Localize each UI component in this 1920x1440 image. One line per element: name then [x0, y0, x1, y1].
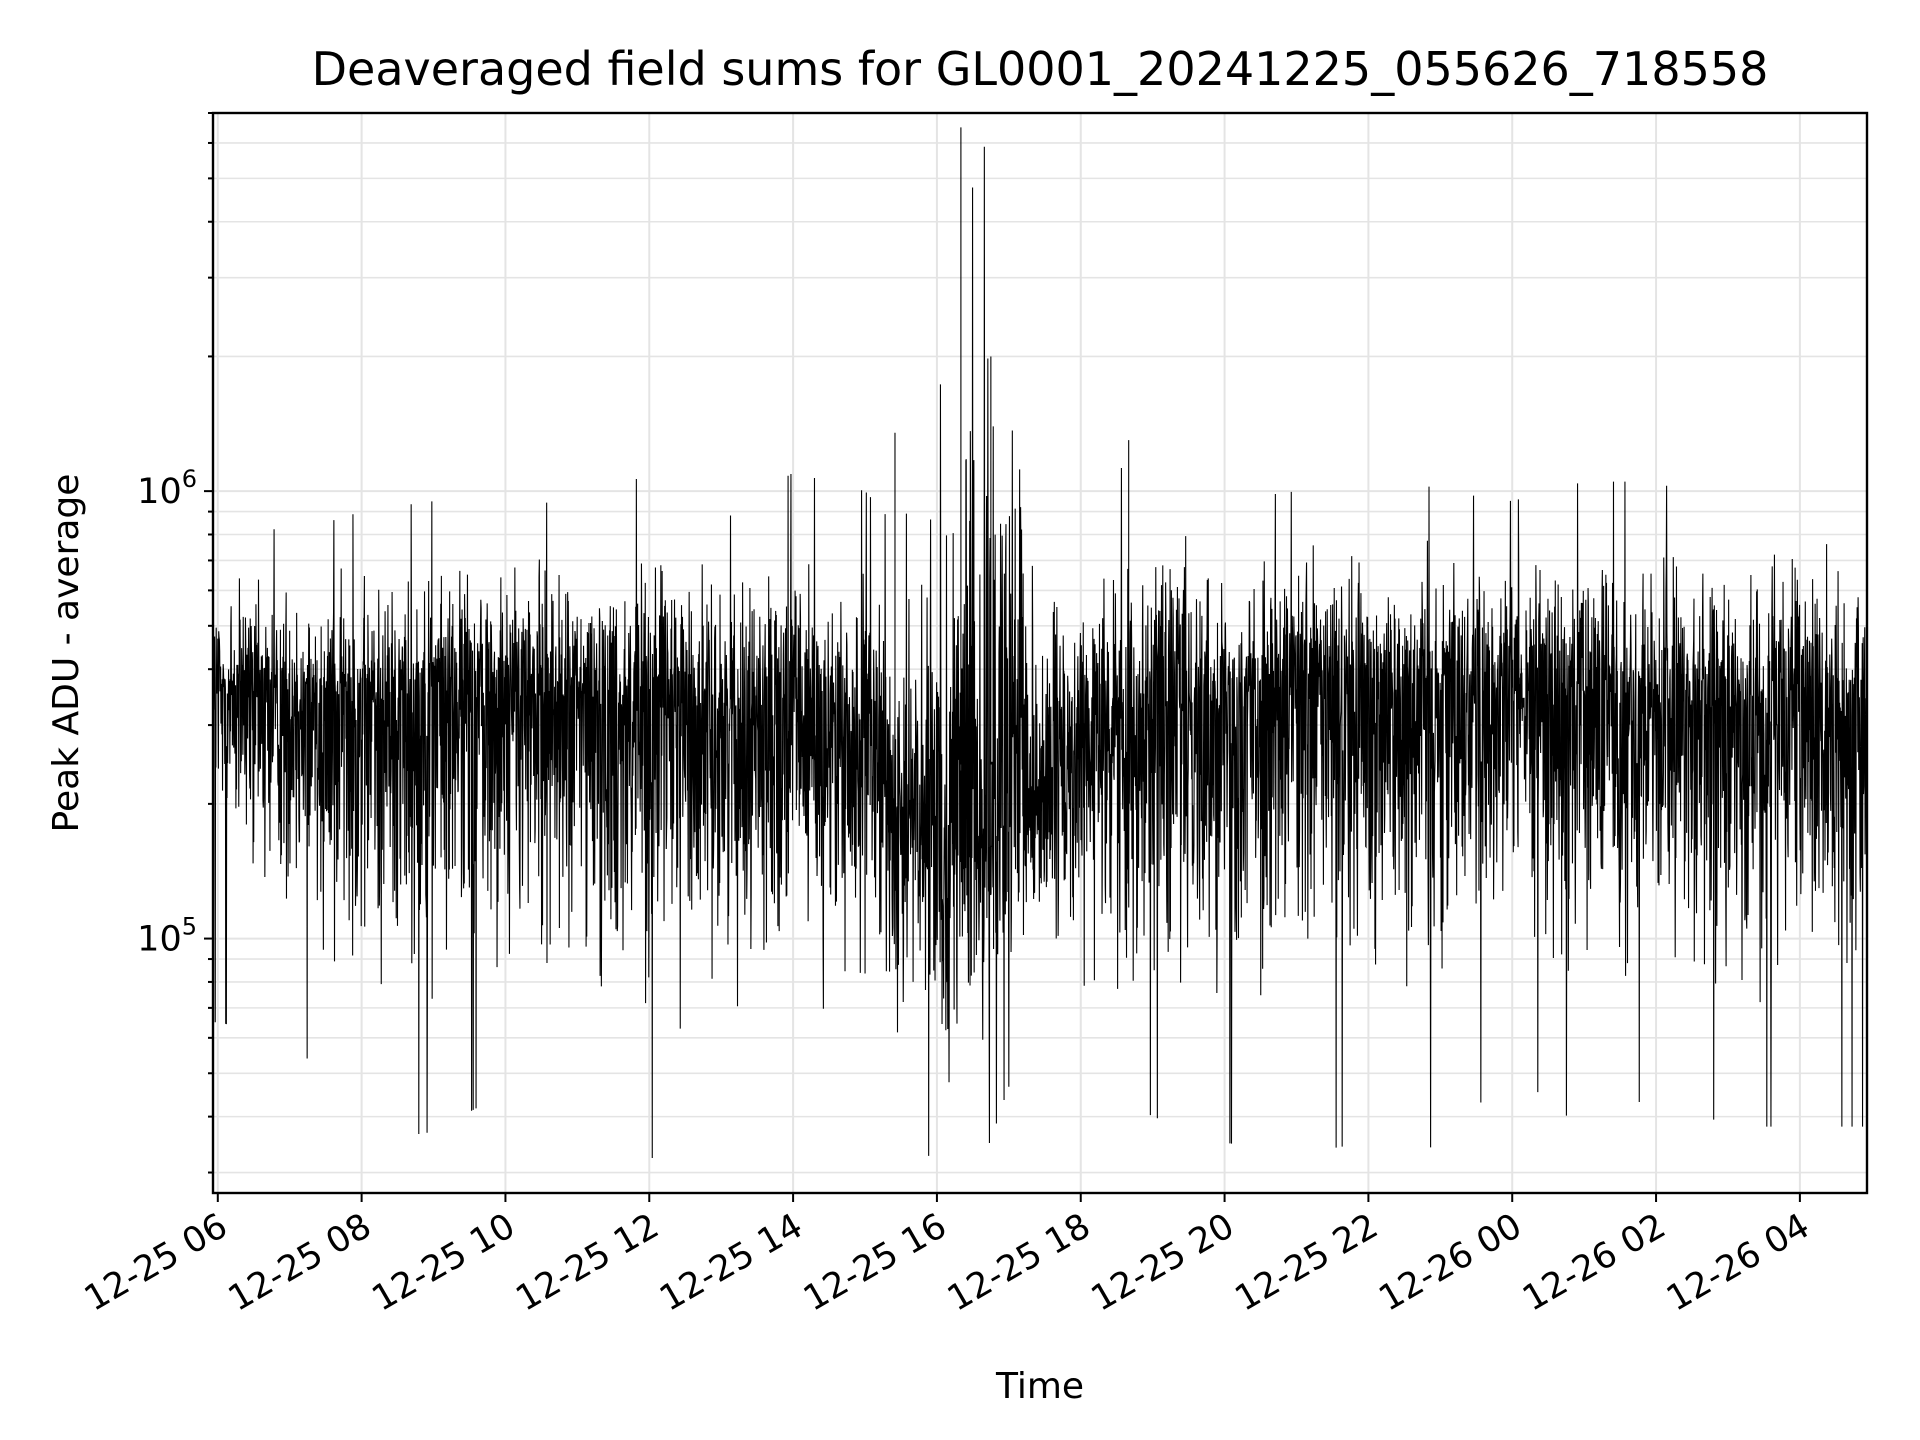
y-axis: 105 106 [137, 112, 213, 1174]
plot-area [213, 127, 1867, 1158]
chart-title: Deaveraged field sums for GL0001_2024122… [312, 42, 1769, 96]
plot-frame [211, 111, 1869, 1195]
y-tick-label: 106 [137, 465, 197, 512]
x-axis-label: Time [995, 1366, 1084, 1407]
series-trace [213, 127, 1867, 1158]
y-tick-label: 105 [137, 913, 197, 960]
y-axis-label: Peak ADU - average [46, 474, 87, 833]
